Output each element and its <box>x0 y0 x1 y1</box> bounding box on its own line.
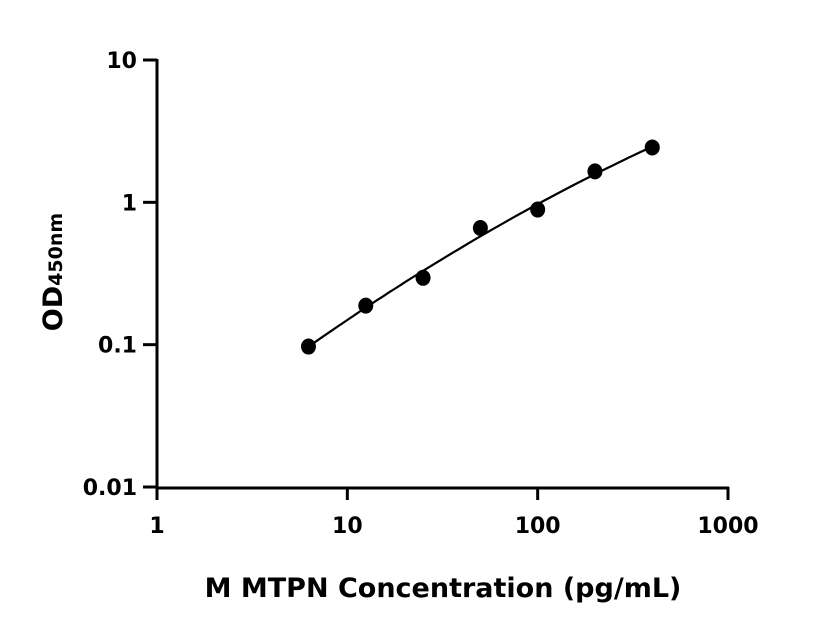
fit-curve <box>307 145 653 348</box>
x-tick-label: 100 <box>515 514 561 539</box>
y-tick-label: 1 <box>122 191 137 216</box>
y-tick-label: 0.01 <box>83 476 137 501</box>
data-point <box>644 139 660 156</box>
data-point <box>530 201 546 218</box>
y-axis-label: OD450nm <box>38 213 69 331</box>
data-point <box>358 297 374 314</box>
data-point <box>300 338 316 355</box>
data-points <box>300 139 660 355</box>
x-tick-label: 1 <box>149 514 164 539</box>
y-tick-label: 10 <box>106 49 137 74</box>
y-tick-label: 0.1 <box>98 334 137 359</box>
axes: 1 10 100 1000 0.01 0.1 1 10 <box>83 49 759 539</box>
x-tick-label: 1000 <box>697 514 758 539</box>
data-point <box>472 220 488 237</box>
data-point <box>415 269 431 286</box>
data-point <box>587 163 603 180</box>
y-axis-label-sub: 450nm <box>45 213 67 286</box>
y-axis-label-main: OD <box>38 286 69 331</box>
x-axis-label: M MTPN Concentration (pg/mL) <box>205 573 682 604</box>
x-tick-label: 10 <box>332 514 363 539</box>
